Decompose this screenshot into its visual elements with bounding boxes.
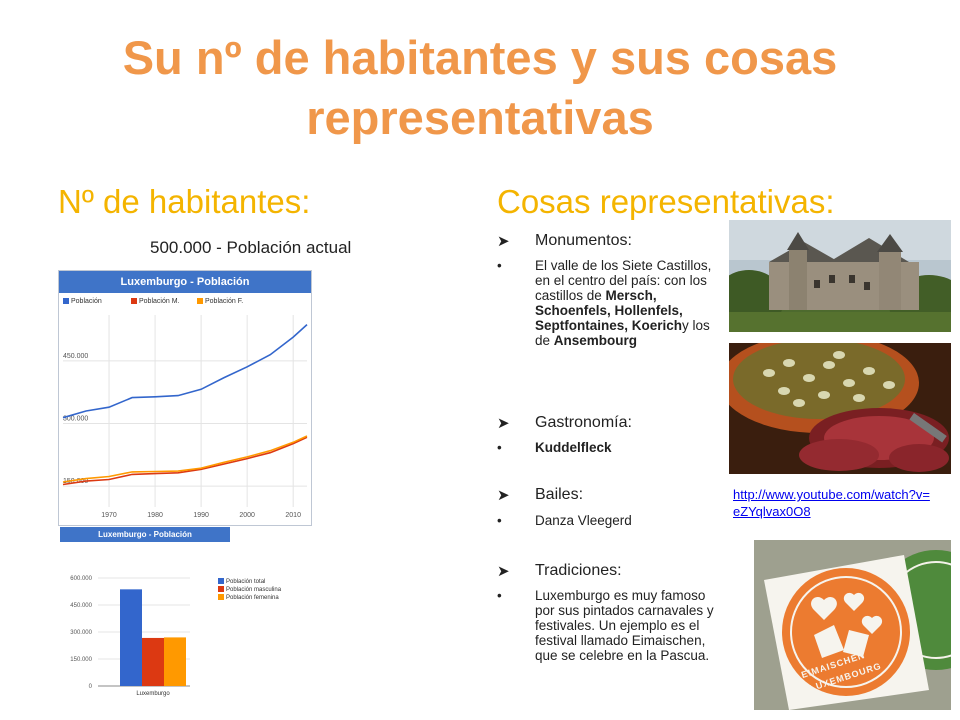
population-bar-chart: 0 150.000 300.000 450.000 600.000 Luxemburgo … bbox=[62, 564, 308, 700]
line-chart-x-tick: 1980 bbox=[147, 512, 163, 519]
population-note: 500.000 - Población actual bbox=[150, 238, 352, 257]
line-chart-x-tick: 1970 bbox=[101, 512, 117, 519]
bar-2 bbox=[164, 637, 186, 686]
food-photo bbox=[729, 343, 951, 474]
castle-names: Mersch, Schoenfels, Hollenfels, Septfont… bbox=[535, 288, 683, 333]
line-chart-legend: Población Población M. Población F. bbox=[63, 296, 309, 310]
legend-femenina: Población femenina bbox=[218, 594, 281, 602]
line-series-0 bbox=[62, 324, 308, 419]
line-series-2 bbox=[62, 435, 308, 483]
legend-total: Población total bbox=[218, 578, 281, 586]
bar-chart-y-tick: 600.000 bbox=[70, 576, 92, 582]
line-chart-plot: 150.000 300.000 450.000 1970 1980 1990 2000 201… bbox=[62, 315, 308, 519]
legend-poblacion-f: Población F. bbox=[197, 298, 243, 305]
bar-chart-y-tick: 0 bbox=[89, 684, 93, 690]
population-line-chart: Luxemburgo - Población Población Poblaci… bbox=[58, 270, 312, 526]
arrow-bullet-icon: ➤ bbox=[497, 415, 510, 432]
slide-title: Su nº de habitantes y sus cosas represen… bbox=[122, 31, 838, 144]
line-chart-title: Luxemburgo - Población bbox=[59, 271, 311, 293]
line-chart-x-tick: 1990 bbox=[193, 512, 209, 519]
bar-0 bbox=[120, 589, 142, 686]
bullet-icon: • bbox=[497, 588, 502, 603]
youtube-link[interactable]: http://www.youtube.com/watch?v=eZYqlvax0… bbox=[733, 487, 930, 519]
bullet-icon: • bbox=[497, 258, 502, 273]
bar-chart-plot: 0 150.000 300.000 450.000 600.000 Luxemburgo bbox=[70, 576, 190, 697]
bar-chart-y-tick: 150.000 bbox=[70, 657, 92, 663]
ansembourg: Ansembourg bbox=[553, 333, 638, 348]
legend-masculina: Población masculina bbox=[218, 586, 281, 594]
arrow-bullet-icon: ➤ bbox=[497, 487, 510, 504]
bar-chart-y-tick: 300.000 bbox=[70, 630, 92, 636]
line-series-1 bbox=[62, 436, 308, 486]
arrow-bullet-icon: ➤ bbox=[497, 563, 510, 580]
line-chart-y-tick: 300.000 bbox=[63, 416, 88, 423]
population-heading: Nº de habitantes: bbox=[58, 183, 311, 220]
bar-chart-y-tick: 450.000 bbox=[70, 603, 92, 609]
line-chart-y-tick: 150.000 bbox=[63, 478, 88, 485]
legend-poblacion-m: Población M. bbox=[131, 298, 179, 305]
eimaischen-logo: EIMAISCHEN LUXEMBOURG bbox=[754, 540, 951, 710]
things-heading: Cosas representativas: bbox=[497, 183, 835, 220]
line-chart-x-tick: 2000 bbox=[239, 512, 255, 519]
line-chart-caption: Luxemburgo - Población bbox=[60, 527, 230, 542]
bar-1 bbox=[142, 637, 164, 686]
bullet-icon: • bbox=[497, 440, 502, 455]
legend-poblacion: Población bbox=[63, 298, 102, 305]
line-chart-y-tick: 450.000 bbox=[63, 353, 88, 360]
castle-photo bbox=[729, 220, 951, 332]
bar-chart-category: Luxemburgo bbox=[136, 691, 170, 697]
arrow-bullet-icon: ➤ bbox=[497, 233, 510, 250]
line-chart-x-tick: 2010 bbox=[285, 512, 301, 519]
bullet-icon: • bbox=[497, 513, 502, 528]
bar-chart-legend: Población total Población masculina Pobl… bbox=[218, 578, 281, 602]
